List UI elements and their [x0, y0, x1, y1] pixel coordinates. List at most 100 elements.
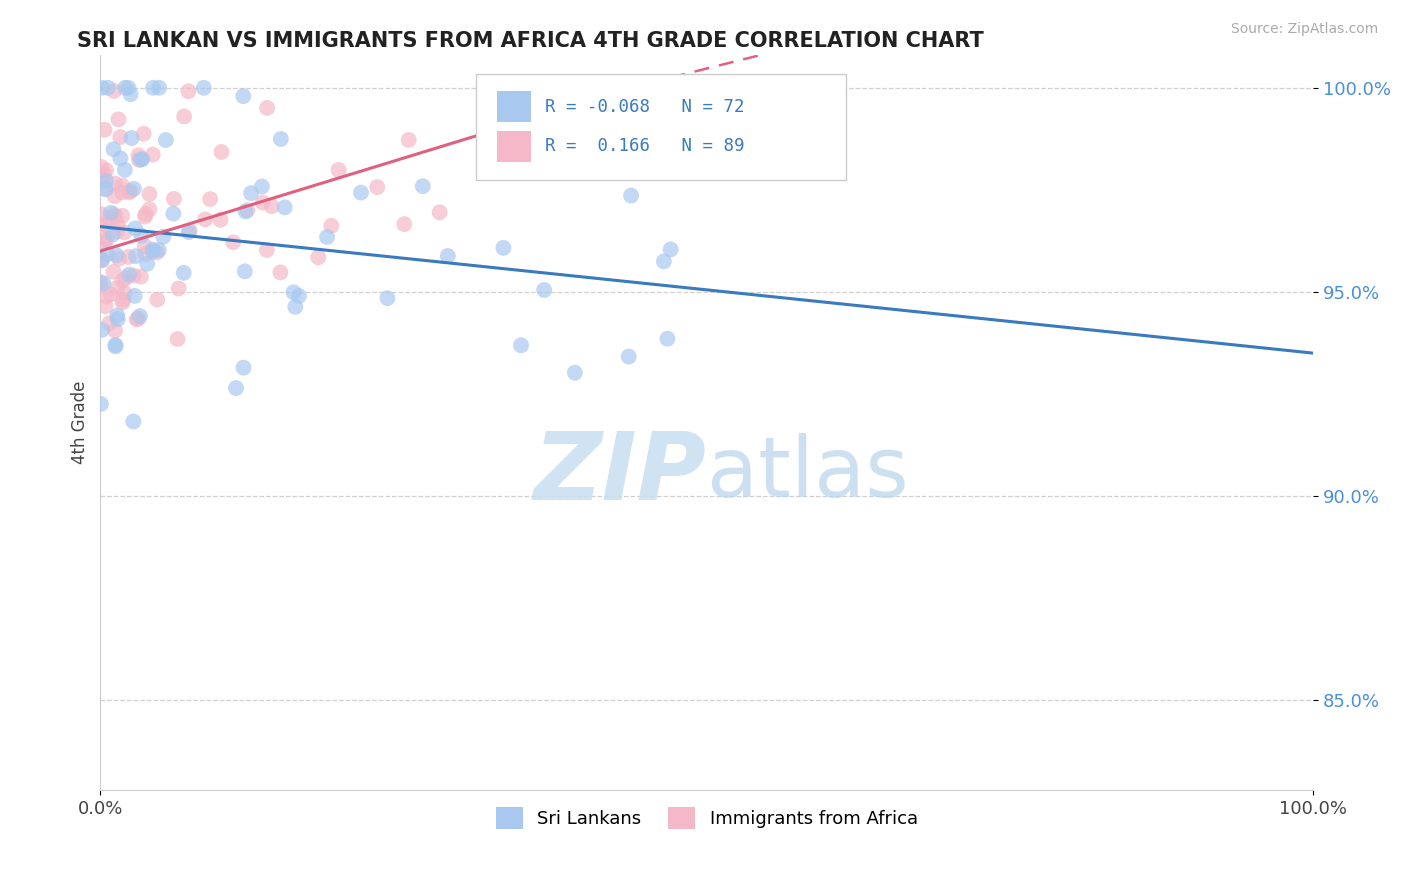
Point [142, 80, 165, 95]
Point [122, 182, 145, 196]
Point [103, 84, 125, 98]
Point [93, 122, 115, 136]
Point [173, 266, 195, 280]
Point [256, 243, 278, 257]
Point [94, 174, 117, 188]
Point [114, 286, 136, 301]
Legend: Sri Lankans, Immigrants from Africa: Sri Lankans, Immigrants from Africa [488, 799, 925, 836]
Point [93, 167, 115, 181]
Point [232, 360, 254, 375]
Point [129, 153, 152, 167]
Point [166, 332, 188, 346]
Point [96, 247, 118, 261]
Point [652, 254, 675, 268]
Point [120, 184, 142, 198]
Point [122, 415, 145, 429]
Point [108, 252, 131, 266]
Point [177, 225, 200, 239]
Y-axis label: 4th Grade: 4th Grade [72, 381, 89, 464]
Point [429, 205, 451, 219]
Point [104, 189, 127, 203]
Point [111, 293, 134, 307]
Point [114, 162, 136, 177]
Point [104, 324, 127, 338]
Point [394, 217, 416, 231]
Point [274, 200, 297, 214]
Point [101, 227, 124, 242]
Point [89, 275, 111, 289]
Point [155, 133, 177, 147]
Point [96, 233, 118, 247]
Point [283, 285, 305, 300]
Point [198, 192, 221, 206]
Point [103, 265, 125, 279]
Point [103, 207, 125, 221]
Point [240, 186, 263, 201]
Point [103, 142, 125, 156]
Point [128, 153, 150, 167]
Point [152, 229, 174, 244]
Point [366, 180, 388, 194]
Point [492, 241, 515, 255]
Point [111, 186, 134, 200]
Point [316, 230, 339, 244]
Text: R =  0.166   N = 89: R = 0.166 N = 89 [546, 137, 745, 155]
Point [107, 218, 129, 232]
Point [194, 212, 217, 227]
Point [98, 211, 121, 226]
Point [256, 101, 278, 115]
Point [104, 339, 127, 353]
Point [111, 295, 134, 310]
FancyBboxPatch shape [477, 73, 846, 180]
Point [193, 80, 215, 95]
Point [89, 207, 111, 221]
Point [564, 366, 586, 380]
Point [100, 287, 122, 301]
Point [124, 221, 146, 235]
Point [90, 252, 112, 267]
Point [173, 110, 195, 124]
Point [533, 283, 555, 297]
Point [134, 239, 156, 253]
Point [89, 277, 111, 292]
Point [122, 268, 145, 283]
Point [93, 232, 115, 246]
Point [232, 89, 254, 103]
Point [142, 147, 165, 161]
Point [284, 300, 307, 314]
Point [129, 269, 152, 284]
Point [91, 323, 114, 337]
Point [120, 87, 142, 102]
Point [124, 289, 146, 303]
Point [307, 250, 329, 264]
Point [398, 133, 420, 147]
Point [146, 293, 169, 307]
Point [179, 224, 201, 238]
Point [617, 350, 640, 364]
Point [121, 131, 143, 145]
Point [104, 210, 127, 224]
Point [105, 309, 128, 323]
Point [93, 235, 115, 250]
Point [90, 217, 112, 231]
Point [146, 245, 169, 260]
Point [148, 243, 170, 257]
Point [96, 219, 118, 233]
Point [177, 84, 200, 98]
Point [111, 274, 134, 288]
Point [96, 290, 118, 304]
Point [98, 317, 121, 331]
Point [484, 80, 506, 95]
Point [131, 152, 153, 166]
Point [538, 95, 561, 110]
Point [90, 252, 112, 267]
Point [138, 202, 160, 217]
Point [211, 145, 233, 159]
Point [100, 206, 122, 220]
Point [437, 249, 460, 263]
Point [233, 264, 256, 278]
Point [134, 210, 156, 224]
Point [94, 299, 117, 313]
Point [657, 332, 679, 346]
FancyBboxPatch shape [496, 91, 531, 122]
